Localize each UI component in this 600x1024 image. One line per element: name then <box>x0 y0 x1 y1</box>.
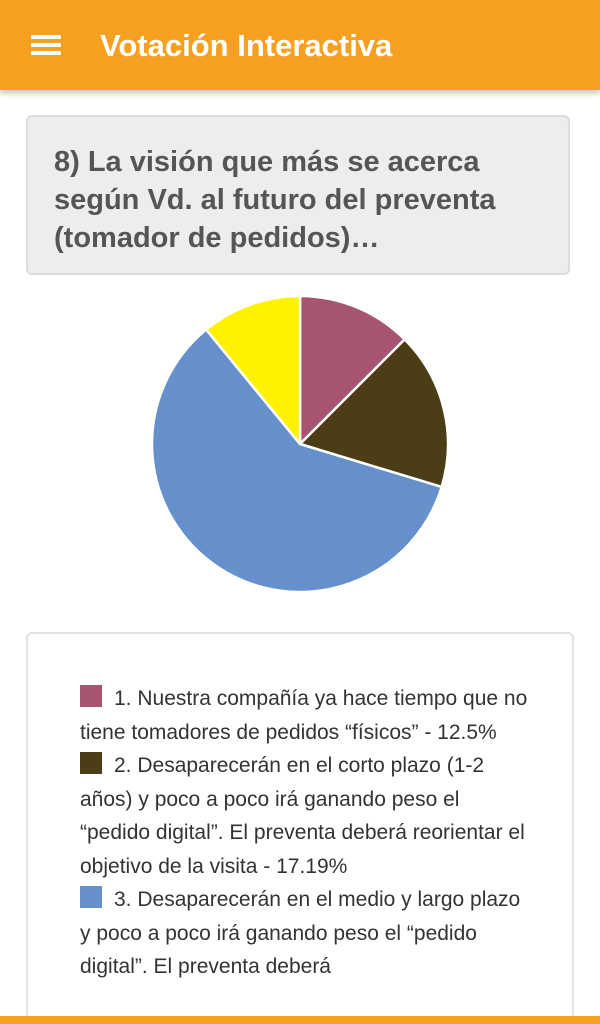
question-text: 8) La visión que más se acerca según Vd.… <box>54 146 496 254</box>
menu-line <box>31 51 61 55</box>
legend-card: 1. Nuestra compañía ya hace tiempo que n… <box>26 632 574 1024</box>
legend-item: 2. Desaparecerán en el corto plazo (1-2 … <box>80 749 530 883</box>
menu-line <box>31 35 61 39</box>
pie-chart-container <box>0 290 600 610</box>
app-bar: Votación Interactiva <box>0 0 600 90</box>
pie-slice-3[interactable] <box>150 328 443 594</box>
legend-item: 3. Desaparecerán en el medio y largo pla… <box>80 883 530 984</box>
pie-slice-1[interactable] <box>298 294 406 446</box>
legend-item: 1. Nuestra compañía ya hace tiempo que n… <box>80 682 530 749</box>
legend-swatch <box>80 752 102 774</box>
pie-chart[interactable] <box>0 290 600 610</box>
legend-swatch <box>80 886 102 908</box>
app-title: Votación Interactiva <box>100 28 393 63</box>
legend-swatch <box>80 685 102 707</box>
question-card: 8) La visión que más se acerca según Vd.… <box>26 115 570 275</box>
pie-slice-2[interactable] <box>298 338 450 489</box>
legend-list: 1. Nuestra compañía ya hace tiempo que n… <box>80 682 530 984</box>
hamburger-menu-icon[interactable] <box>22 24 70 66</box>
pie-slice-4[interactable] <box>204 294 302 446</box>
menu-line <box>31 43 61 47</box>
legend-item-text: 1. Nuestra compañía ya hace tiempo que n… <box>80 687 528 744</box>
legend-item-text: 3. Desaparecerán en el medio y largo pla… <box>80 888 521 978</box>
bottom-accent-bar <box>0 1016 600 1024</box>
legend-item-text: 2. Desaparecerán en el corto plazo (1-2 … <box>80 754 525 878</box>
